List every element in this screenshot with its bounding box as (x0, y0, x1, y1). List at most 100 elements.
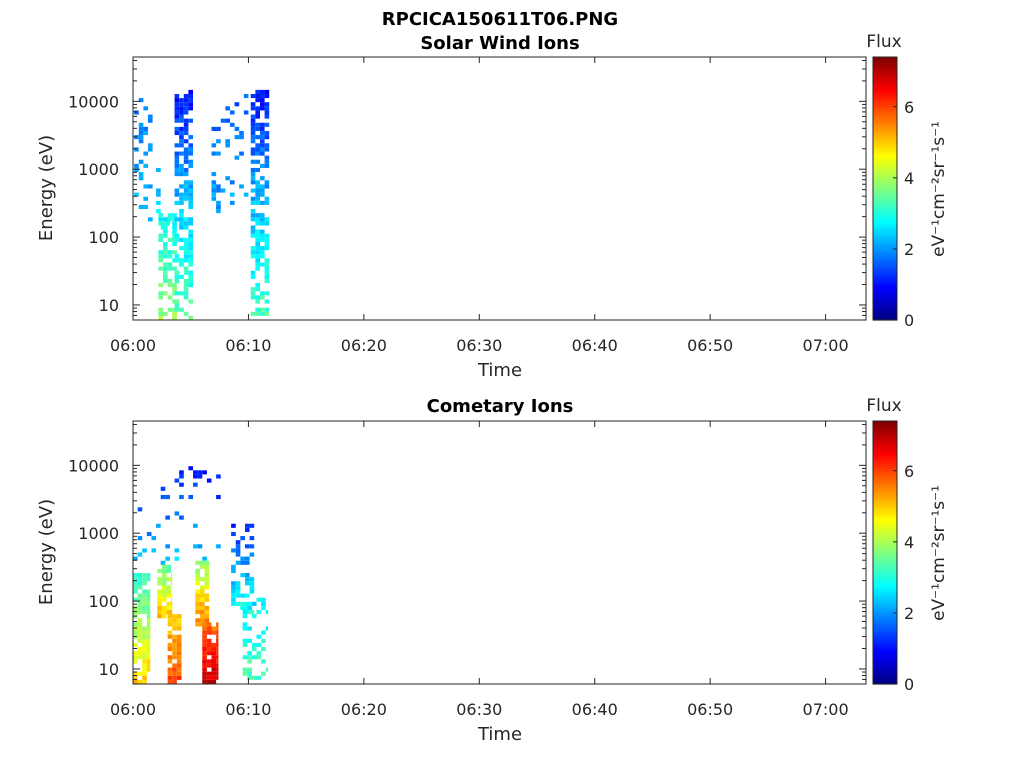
flux-cell (250, 151, 256, 156)
flux-cell (179, 130, 184, 136)
flux-cell (242, 667, 248, 672)
flux-cell (264, 221, 270, 226)
flux-cell (240, 556, 245, 561)
flux-cell (188, 262, 194, 267)
flux-cell (172, 618, 177, 623)
flux-cell (167, 614, 173, 619)
flux-cell (255, 241, 260, 247)
flux-cell (231, 564, 236, 569)
flux-cell (163, 266, 168, 271)
flux-cell (174, 278, 180, 284)
flux-cell (199, 597, 205, 602)
flux-cell (256, 610, 262, 615)
flux-cell (179, 196, 184, 201)
flux-cell (259, 151, 265, 156)
flux-cell (250, 213, 256, 218)
flux-cell (179, 494, 184, 500)
colorbar-segment (873, 59, 897, 63)
flux-cell (167, 278, 173, 284)
flux-cell (188, 217, 194, 222)
flux-cell (163, 274, 168, 279)
flux-cell (156, 167, 161, 173)
flux-cell (204, 605, 210, 611)
flux-cell (158, 295, 164, 300)
flux-cell (160, 560, 166, 565)
flux-cell (247, 671, 252, 676)
x-axis-label-solar-wind: Time (477, 360, 522, 381)
flux-cell (259, 192, 265, 197)
flux-cell (264, 266, 270, 271)
flux-cell (174, 270, 180, 275)
colorbar-segment (873, 191, 897, 195)
colorbar-segment (873, 149, 897, 153)
spectrogram-cometary (133, 466, 269, 684)
colorbar-segment (873, 555, 897, 559)
colorbar-segment (873, 657, 897, 661)
colorbar-segment (873, 599, 897, 604)
colorbar-segment (873, 497, 897, 501)
flux-cell (256, 634, 262, 639)
flux-cell (259, 221, 265, 226)
flux-cell (134, 147, 139, 152)
flux-cell (255, 283, 260, 288)
flux-cell (188, 270, 194, 275)
flux-cell (193, 544, 198, 549)
flux-cell (202, 667, 207, 672)
flux-cell (167, 237, 173, 242)
flux-cell (247, 675, 252, 680)
flux-cell (174, 155, 180, 160)
flux-cell (137, 593, 143, 598)
flux-cell (229, 122, 235, 127)
flux-cell (172, 213, 177, 218)
flux-cell (165, 494, 170, 500)
flux-cell (158, 258, 164, 263)
flux-cell (183, 130, 189, 136)
flux-cell (183, 196, 189, 201)
flux-cell (250, 139, 256, 144)
flux-cell (211, 675, 217, 680)
flux-cell (250, 126, 256, 131)
flux-cell (176, 647, 182, 652)
flux-cell (143, 126, 149, 131)
flux-cell (249, 585, 255, 590)
flux-cell (255, 126, 260, 131)
flux-cell (264, 307, 270, 312)
flux-cell (174, 511, 180, 516)
flux-cell (206, 642, 212, 648)
flux-cell (161, 581, 167, 586)
flux-cell (211, 679, 217, 684)
flux-cell (255, 311, 260, 316)
colorbar-segment (873, 499, 897, 504)
flux-cell (176, 614, 182, 619)
colorbar-segment (873, 96, 897, 100)
flux-cell (259, 139, 265, 144)
colorbar-segment (873, 615, 897, 619)
colorbar-segment (873, 212, 897, 216)
flux-cell (264, 147, 270, 152)
colorbar-segment (873, 214, 897, 219)
colorbar-segment (873, 122, 897, 126)
flux-cell (143, 196, 149, 201)
flux-cell (255, 114, 260, 119)
flux-cell (138, 172, 144, 177)
flux-cell (264, 291, 270, 296)
flux-cell (146, 667, 151, 672)
colorbar-segment (873, 581, 897, 585)
flux-cell (250, 93, 256, 99)
flux-cell (250, 233, 256, 238)
flux-cell (211, 655, 217, 660)
flux-cell (176, 655, 182, 660)
flux-cell (235, 581, 241, 586)
flux-cell (195, 581, 200, 586)
flux-cell (172, 241, 177, 247)
colorbar-segment (873, 442, 897, 446)
colorbar-segment (873, 251, 897, 255)
flux-cell (176, 667, 182, 672)
flux-cell (259, 143, 265, 148)
flux-cell (142, 610, 147, 615)
flux-cell (142, 651, 147, 656)
flux-cell (142, 577, 147, 582)
colorbar-segment (873, 652, 897, 656)
colorbar-segment (873, 447, 897, 451)
